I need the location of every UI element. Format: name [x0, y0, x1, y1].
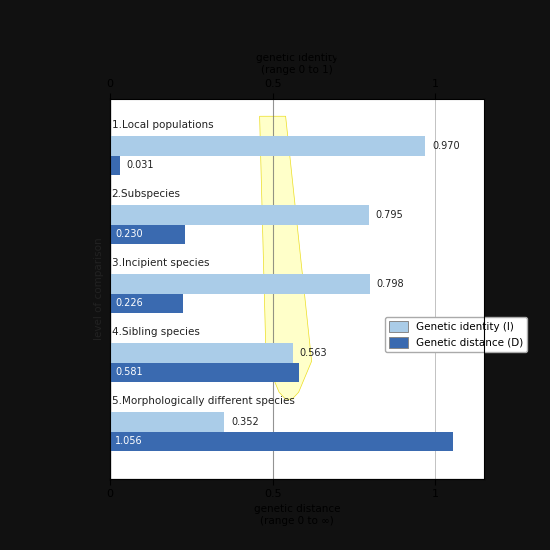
Text: 0.970: 0.970	[432, 141, 460, 151]
Bar	[110, 136, 426, 156]
Text: Drosophila willistoni: Drosophila willistoni	[284, 63, 420, 76]
Text: Genetic differentiation between populations of: Genetic differentiation between populati…	[118, 45, 431, 58]
Text: Genetic differentiation between populations of: Genetic differentiation between populati…	[284, 48, 550, 61]
Text: 4.Sibling species: 4.Sibling species	[112, 327, 200, 337]
Text: 0.352: 0.352	[231, 417, 258, 427]
Text: 0.226: 0.226	[115, 298, 142, 308]
Text: 0.798: 0.798	[376, 279, 404, 289]
Bar	[110, 205, 368, 224]
Polygon shape	[260, 116, 312, 399]
Y-axis label: level of comparison: level of comparison	[95, 238, 104, 340]
Text: 5.Morphologically different species: 5.Morphologically different species	[112, 396, 294, 406]
Bar	[110, 343, 293, 362]
Text: 0.581: 0.581	[115, 367, 142, 377]
X-axis label: genetic distance
(range 0 to ∞): genetic distance (range 0 to ∞)	[254, 504, 340, 526]
Text: 1.Local populations: 1.Local populations	[112, 120, 213, 130]
Text: 3.Incipient species: 3.Incipient species	[112, 258, 209, 268]
Text: 2.Subspecies: 2.Subspecies	[112, 189, 180, 199]
Text: 0.795: 0.795	[375, 210, 403, 220]
X-axis label: genetic identity
(range 0 to 1): genetic identity (range 0 to 1)	[256, 53, 338, 75]
Bar	[110, 362, 299, 382]
Bar	[110, 156, 120, 175]
Text: 0.563: 0.563	[300, 348, 327, 358]
Text: 0.031: 0.031	[126, 160, 154, 170]
Text: 0.230: 0.230	[115, 229, 142, 239]
Bar	[110, 224, 185, 244]
Bar	[110, 412, 224, 432]
Legend: Genetic identity (I), Genetic distance (D): Genetic identity (I), Genetic distance (…	[385, 317, 527, 352]
Bar	[110, 294, 184, 313]
Bar	[110, 274, 370, 294]
Text: Drosophila willistoni: Drosophila willistoni	[118, 59, 254, 73]
Bar	[110, 432, 453, 451]
Text: 1.056: 1.056	[115, 436, 142, 446]
